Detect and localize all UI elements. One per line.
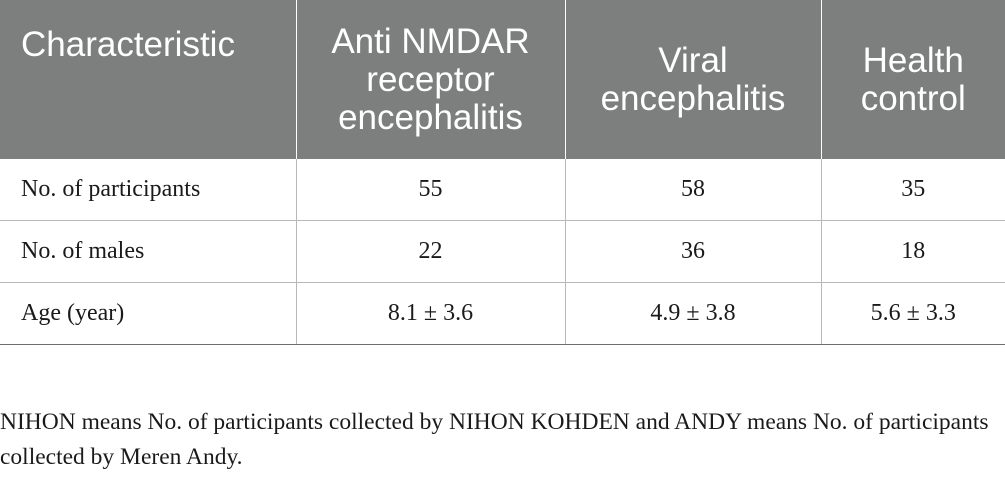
table-body: No. of participants 55 58 35 No. of male…: [0, 159, 1005, 345]
table-header: Characteristic Anti NMDAR receptor encep…: [0, 0, 1005, 159]
table-cell: 55: [295, 159, 565, 221]
header-row: Characteristic Anti NMDAR receptor encep…: [0, 0, 1005, 159]
table-footnote: NIHON means No. of participants collecte…: [0, 409, 989, 470]
table-cell: 5.6 ± 3.3: [820, 282, 1005, 345]
table-row: No. of participants 55 58 35: [0, 159, 1005, 221]
table-cell: 22: [295, 220, 565, 283]
table-row: No. of males 22 36 18: [0, 220, 1005, 283]
table-cell: 58: [564, 159, 821, 221]
header-characteristic-label: Characteristic: [21, 25, 235, 64]
header-anti-nmdar-label: Anti NMDAR receptor encephalitis: [331, 21, 530, 137]
table-cell: 18: [820, 220, 1005, 283]
characteristics-table-container: Characteristic Anti NMDAR receptor encep…: [0, 0, 1005, 345]
table-cell: 36: [564, 220, 821, 283]
table-cell: 35: [820, 159, 1005, 221]
header-anti-nmdar: Anti NMDAR receptor encephalitis: [295, 0, 565, 159]
table-cell: 8.1 ± 3.6: [295, 282, 565, 345]
header-viral-encephalitis-label: Viral encephalitis: [600, 40, 786, 118]
header-health-control: Health control: [820, 0, 1005, 159]
row-label: No. of males: [0, 220, 296, 283]
header-health-control-label: Health control: [860, 40, 966, 118]
header-viral-encephalitis: Viral encephalitis: [564, 0, 821, 159]
header-characteristic: Characteristic: [0, 0, 296, 159]
table-row: Age (year) 8.1 ± 3.6 4.9 ± 3.8 5.6 ± 3.3: [0, 282, 1005, 345]
row-label: Age (year): [0, 282, 296, 345]
table-cell: 4.9 ± 3.8: [564, 282, 821, 345]
row-label: No. of participants: [0, 159, 296, 221]
characteristics-table: Characteristic Anti NMDAR receptor encep…: [0, 0, 1005, 345]
